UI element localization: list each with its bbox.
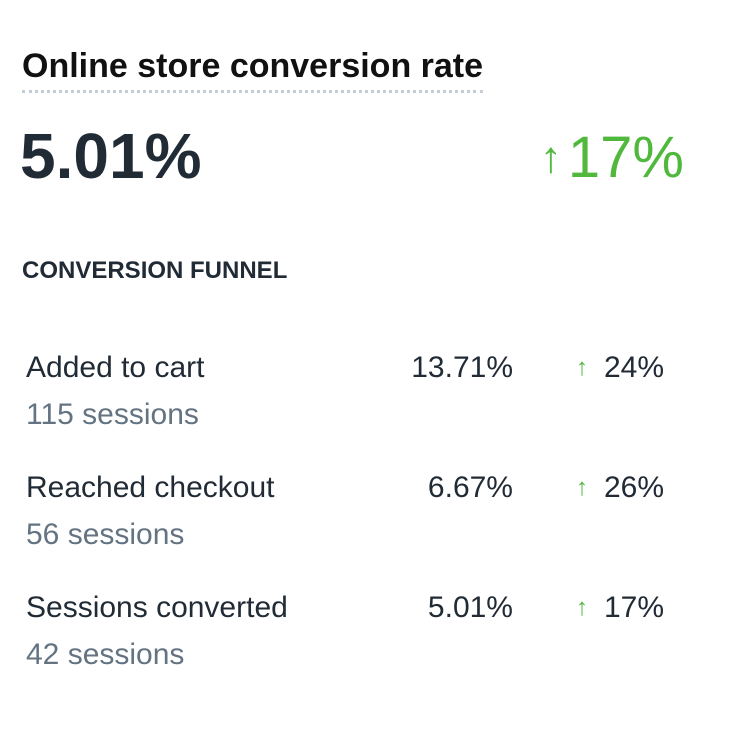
funnel-change: ↑ 17%	[576, 590, 664, 626]
funnel-sessions: 115 sessions	[26, 398, 199, 431]
funnel-label: Reached checkout	[26, 471, 275, 504]
funnel-sessions: 42 sessions	[26, 638, 185, 671]
funnel-row: Reached checkout 56 sessions 6.67% ↑ 26%	[26, 470, 686, 570]
funnel-change-text: 24%	[604, 351, 665, 384]
arrow-up-icon: ↑	[539, 133, 562, 182]
funnel-change: ↑ 26%	[576, 470, 664, 506]
funnel-value: 5.01%	[427, 591, 513, 624]
funnel-heading: CONVERSION FUNNEL	[22, 257, 288, 284]
conversion-rate-value: 5.01%	[20, 120, 202, 192]
funnel-value: 6.67%	[427, 471, 513, 504]
conversion-rate-change: ↑ 17%	[540, 120, 684, 196]
funnel-sessions: 56 sessions	[26, 518, 185, 551]
funnel-change-text: 26%	[604, 471, 665, 504]
funnel-row: Sessions converted 42 sessions 5.01% ↑ 17…	[26, 590, 686, 690]
card-title[interactable]: Online store conversion rate	[22, 46, 484, 93]
funnel-value: 13.71%	[411, 351, 513, 384]
funnel-label: Sessions converted	[26, 591, 288, 624]
funnel-row: Added to cart 115 sessions 13.71% ↑ 24%	[26, 350, 686, 450]
change-text: 17%	[567, 125, 684, 190]
funnel-change-text: 17%	[604, 591, 665, 624]
funnel-label: Added to cart	[26, 351, 205, 384]
arrow-up-icon: ↑	[576, 594, 588, 621]
funnel-change: ↑ 24%	[576, 350, 664, 386]
arrow-up-icon: ↑	[576, 354, 588, 381]
arrow-up-icon: ↑	[576, 474, 588, 501]
